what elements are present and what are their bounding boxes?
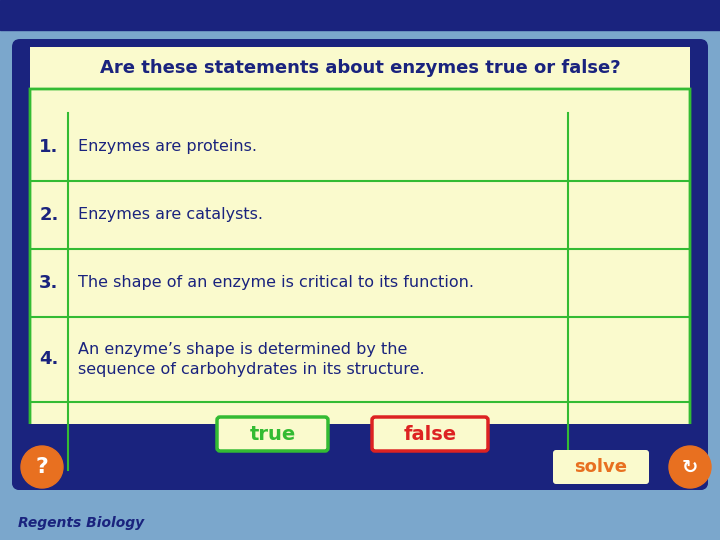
Text: solve: solve: [575, 458, 628, 476]
Text: The shape of an enzyme is critical to its function.: The shape of an enzyme is critical to it…: [78, 275, 474, 291]
FancyBboxPatch shape: [372, 417, 488, 451]
Text: false: false: [403, 424, 456, 443]
Circle shape: [669, 446, 711, 488]
Text: Enzymes are catalysts.: Enzymes are catalysts.: [78, 207, 263, 222]
Text: 5.: 5.: [40, 427, 59, 445]
Text: ↻: ↻: [682, 457, 698, 476]
Text: 1.: 1.: [40, 138, 59, 156]
Text: Enzymes are non-specific.: Enzymes are non-specific.: [78, 429, 288, 443]
Text: Regents Biology: Regents Biology: [18, 516, 144, 530]
Circle shape: [21, 446, 63, 488]
Bar: [0, 0, 720, 30]
Text: ?: ?: [35, 457, 48, 477]
FancyBboxPatch shape: [217, 417, 328, 451]
FancyBboxPatch shape: [553, 450, 649, 484]
FancyBboxPatch shape: [12, 424, 708, 490]
Text: 2.: 2.: [40, 206, 59, 224]
FancyBboxPatch shape: [30, 89, 690, 470]
Text: Enzymes are proteins.: Enzymes are proteins.: [78, 139, 257, 154]
Text: true: true: [249, 424, 296, 443]
FancyBboxPatch shape: [12, 39, 708, 490]
Bar: [20, 432, 700, 482]
Text: An enzyme’s shape is determined by the
sequence of carbohydrates in its structur: An enzyme’s shape is determined by the s…: [78, 342, 425, 377]
Text: 4.: 4.: [40, 350, 59, 368]
Text: 3.: 3.: [40, 274, 59, 292]
FancyBboxPatch shape: [30, 47, 690, 89]
Text: Are these statements about enzymes true or false?: Are these statements about enzymes true …: [99, 59, 621, 77]
